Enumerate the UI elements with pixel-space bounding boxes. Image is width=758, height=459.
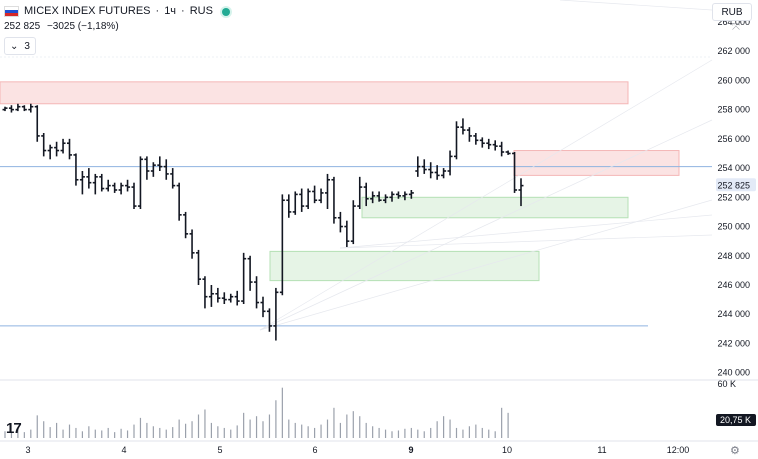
time-tick-label: 12:00 [667, 445, 690, 455]
time-tick-label: 9 [408, 445, 413, 455]
tradingview-logo[interactable]: 17 [6, 420, 22, 437]
price-tick-label: 252 000 [717, 192, 750, 202]
chevron-down-icon: ⌄ [10, 40, 19, 52]
indicators-toggle[interactable]: ⌄ 3 [4, 37, 36, 55]
market-open-dot [221, 7, 230, 16]
supply-zone [513, 150, 680, 176]
indicator-count: 3 [24, 40, 30, 52]
demand-zone [361, 196, 629, 219]
interval-label[interactable]: 1ч [164, 5, 177, 17]
fan-line [339, 214, 713, 249]
price-tick-label: 250 000 [717, 222, 750, 232]
time-tick-label: 11 [597, 445, 606, 455]
symbol-name[interactable]: MICEX INDEX FUTURES [24, 5, 151, 17]
gear-icon[interactable]: ⚙ [730, 445, 740, 457]
fan-line [259, 119, 713, 331]
price-tick-label: 254 000 [717, 163, 750, 173]
russia-flag-icon [4, 6, 19, 17]
price-tick-label: 262 000 [717, 46, 750, 56]
volume-last-label: 20,75 K [720, 415, 751, 425]
demand-zone [269, 250, 540, 282]
price-change: −3025 (−1,18%) [46, 21, 119, 32]
volume-badge [716, 414, 756, 426]
currency-button[interactable]: RUB [712, 3, 752, 21]
price-tick-label: 240 000 [717, 368, 750, 378]
last-price-axis-label: 252 825 [717, 180, 750, 190]
fullscreen-icon[interactable]: ⤧ [732, 22, 740, 33]
last-price: 252 825 [4, 21, 41, 32]
price-readout: 252 825 −3025 (−1,18%) [4, 19, 230, 34]
price-tick-label: 248 000 [717, 251, 750, 261]
time-tick-label: 5 [217, 445, 222, 455]
fan-line [559, 0, 713, 11]
time-tick-label: 4 [121, 445, 126, 455]
price-tick-label: 258 000 [717, 105, 750, 115]
time-tick-label: 3 [25, 445, 30, 455]
symbol-legend: MICEX INDEX FUTURES · 1ч · RUS 252 825 −… [4, 4, 230, 55]
price-tick-label: 260 000 [717, 75, 750, 85]
fan-line [259, 59, 713, 331]
fan-line [339, 234, 713, 249]
price-tick-label: 264 000 [717, 17, 750, 27]
time-tick-label: 10 [502, 445, 512, 455]
volume-tick-label: 60 K [717, 379, 736, 389]
price-tick-label: 242 000 [717, 338, 750, 348]
price-tick-label: 244 000 [717, 309, 750, 319]
exchange-label: RUS [189, 5, 213, 17]
supply-zone [0, 81, 629, 105]
price-tick-label: 246 000 [717, 280, 750, 290]
legend-separator: · [155, 5, 160, 17]
time-tick-label: 6 [312, 445, 317, 455]
price-tick-label: 256 000 [717, 134, 750, 144]
last-price-badge [716, 178, 756, 192]
legend-separator: · [181, 5, 185, 17]
